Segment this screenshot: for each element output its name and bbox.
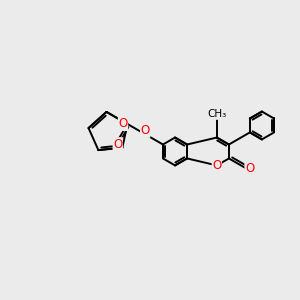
- Text: O: O: [141, 124, 150, 137]
- Text: O: O: [245, 162, 254, 175]
- Text: CH₃: CH₃: [207, 109, 226, 119]
- Text: O: O: [212, 159, 221, 172]
- Text: O: O: [118, 118, 127, 130]
- Text: O: O: [113, 138, 122, 151]
